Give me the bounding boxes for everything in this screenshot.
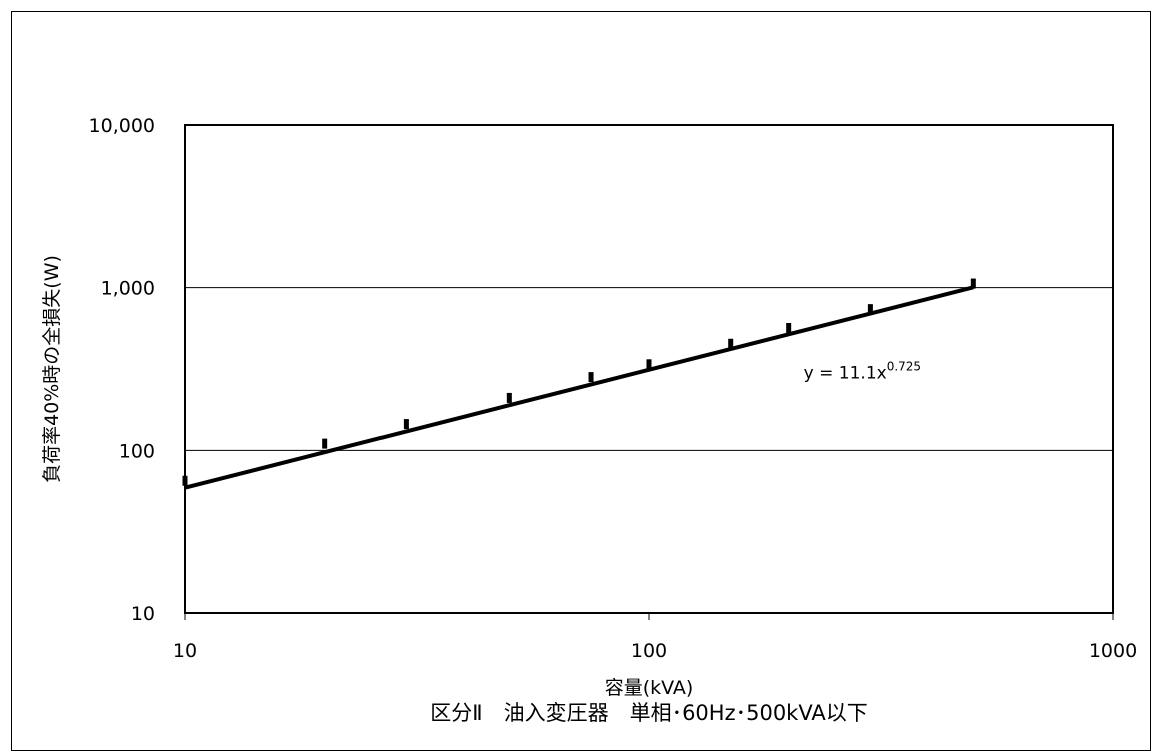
data-point	[182, 475, 188, 486]
x-axis-title: 容量(kVA)	[605, 677, 694, 699]
tick-labels: 10 100 1,000 10,000 10 100 1000	[89, 115, 1138, 662]
data-point	[970, 278, 976, 289]
data-point	[403, 419, 409, 430]
y-tick-label: 10	[131, 603, 155, 625]
x-tick-label: 1000	[1089, 640, 1137, 662]
data-point	[646, 359, 652, 370]
chart-title: 区分Ⅱ 油入変圧器 単相･60Hz･500kVA以下	[430, 701, 868, 725]
x-tick-label: 100	[631, 640, 667, 662]
chart-svg: 10 100 1,000 10,000 10 100 1000 y = 11.1x0.725…	[41, 115, 1138, 725]
chart-frame: 10 100 1,000 10,000 10 100 1000 y = 11.1x0.725…	[11, 11, 1151, 751]
power-trendline	[184, 285, 974, 490]
trendline-layer	[184, 285, 974, 490]
y-axis-title: 負荷率40%時の全損失(W)	[41, 255, 63, 483]
data-point	[867, 304, 873, 315]
data-point	[786, 323, 792, 334]
data-point	[728, 338, 734, 349]
data-point	[322, 438, 328, 449]
data-point	[506, 392, 512, 403]
x-tick-label: 10	[173, 640, 197, 662]
trendline-equation: y = 11.1x0.725	[804, 360, 921, 384]
data-point	[588, 372, 594, 383]
trendline-equation-exponent: 0.725	[887, 360, 921, 374]
trendline-equation-base: y = 11.1x	[804, 364, 887, 384]
data-points	[182, 278, 976, 486]
y-tick-label: 10,000	[89, 115, 155, 137]
y-tick-label: 100	[119, 440, 155, 462]
y-tick-label: 1,000	[101, 278, 155, 300]
